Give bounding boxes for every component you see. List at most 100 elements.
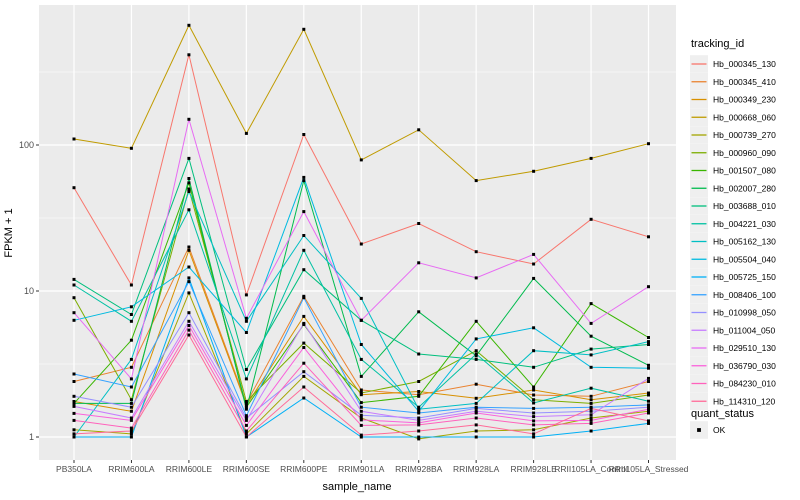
- legend-entry-label: Hb_005162_130: [713, 237, 776, 247]
- legend-entry-Hb_029510_130: Hb_029510_130: [690, 339, 776, 357]
- data-point: [244, 316, 248, 320]
- data-point: [532, 432, 536, 436]
- data-point: [244, 401, 248, 405]
- data-point: [187, 190, 191, 193]
- data-point: [589, 416, 593, 420]
- data-point: [244, 407, 248, 411]
- data-point: [417, 407, 421, 411]
- data-point: [129, 432, 133, 436]
- x-tick-label: RRIM928LA: [453, 464, 500, 474]
- data-point: [244, 131, 248, 135]
- data-point: [129, 377, 133, 381]
- x-tick-label: RRIM600LA: [108, 464, 155, 474]
- x-axis-title: sample_name: [322, 481, 391, 493]
- data-point: [244, 416, 248, 420]
- data-point: [647, 411, 650, 415]
- x-tick-label: RRIM928LE: [510, 464, 557, 474]
- data-point: [417, 222, 421, 225]
- data-point: [129, 319, 133, 323]
- grid-major: [39, 5, 676, 460]
- data-point: [647, 285, 650, 289]
- legend-entry-Hb_114310_120: Hb_114310_120: [690, 392, 776, 411]
- data-point: [359, 318, 363, 322]
- legend-entry-label: Hb_029510_130: [713, 343, 776, 353]
- data-point: [359, 242, 363, 246]
- data-point: [72, 311, 76, 315]
- data-point: [72, 432, 76, 436]
- data-point: [187, 248, 191, 252]
- legend-entry-Hb_000345_410: Hb_000345_410: [690, 72, 776, 91]
- data-point: [244, 423, 248, 427]
- data-point: [417, 261, 421, 265]
- data-point: [532, 398, 536, 402]
- data-point: [647, 391, 650, 395]
- x-tick-label: RRIM600LE: [166, 464, 213, 474]
- x-tick-label: RRIM901LA: [338, 464, 385, 474]
- data-point: [129, 426, 133, 430]
- legend-entry-Hb_001507_080: Hb_001507_080: [690, 161, 776, 180]
- data-point: [244, 432, 248, 436]
- data-point: [129, 398, 133, 402]
- y-axis: 1 10 100: [19, 140, 39, 442]
- data-point: [647, 399, 650, 403]
- data-point: [302, 27, 306, 31]
- data-point: [532, 385, 536, 389]
- legend-entry-label: Hb_002007_280: [713, 183, 776, 193]
- data-point: [72, 277, 76, 281]
- data-point: [474, 179, 478, 183]
- data-point: [244, 331, 248, 334]
- data-point: [474, 352, 478, 356]
- y-axis-title: FPKM + 1: [3, 208, 15, 257]
- data-point: [359, 405, 363, 409]
- data-point: [589, 394, 593, 398]
- data-point: [244, 293, 248, 297]
- data-point: [302, 179, 306, 183]
- x-tick-label: RRII105LA_Control: [554, 464, 628, 474]
- data-point: [417, 128, 421, 132]
- legend-entry-Hb_000960_090: Hb_000960_090: [690, 143, 776, 162]
- legend-entry-Hb_005162_130: Hb_005162_130: [690, 232, 776, 251]
- data-point: [359, 393, 363, 397]
- data-point: [474, 319, 478, 323]
- legend-entry-Hb_004221_030: Hb_004221_030: [690, 214, 776, 233]
- data-point: [302, 210, 306, 214]
- data-point: [187, 265, 191, 269]
- data-points: [72, 23, 650, 441]
- data-point: [532, 349, 536, 353]
- data-point: [474, 349, 478, 353]
- data-point: [417, 390, 421, 393]
- data-point: [589, 353, 593, 357]
- legend-entry-Hb_005504_040: Hb_005504_040: [690, 250, 776, 269]
- data-point: [417, 380, 421, 383]
- data-point: [474, 382, 478, 386]
- legend-entry-Hb_000739_270: Hb_000739_270: [690, 126, 776, 144]
- data-point: [647, 407, 650, 411]
- data-point: [532, 428, 536, 432]
- legend-key-point: [697, 428, 701, 432]
- data-point: [302, 234, 306, 237]
- legend-entry-Hb_084230_010: Hb_084230_010: [690, 374, 776, 393]
- data-point: [532, 415, 536, 419]
- legend-entry-Hb_011004_050: Hb_011004_050: [690, 321, 776, 340]
- legend-entry-quant-OK: OK: [690, 421, 726, 439]
- data-point: [474, 396, 478, 400]
- data-point: [129, 405, 133, 409]
- data-point: [532, 423, 536, 427]
- data-point: [647, 393, 650, 397]
- data-point: [359, 416, 363, 420]
- data-point: [532, 406, 536, 410]
- data-point: [129, 305, 133, 309]
- data-point: [647, 380, 650, 383]
- data-point: [532, 365, 536, 369]
- legend-title-tracking-id: tracking_id: [691, 38, 744, 50]
- data-point: [417, 352, 421, 356]
- data-point: [244, 414, 248, 418]
- data-point: [417, 405, 421, 409]
- data-point: [244, 400, 248, 403]
- data-point: [187, 245, 191, 249]
- legend-entry-Hb_010998_050: Hb_010998_050: [690, 303, 776, 322]
- data-point: [302, 133, 306, 136]
- data-point: [187, 276, 191, 280]
- data-point: [589, 409, 593, 413]
